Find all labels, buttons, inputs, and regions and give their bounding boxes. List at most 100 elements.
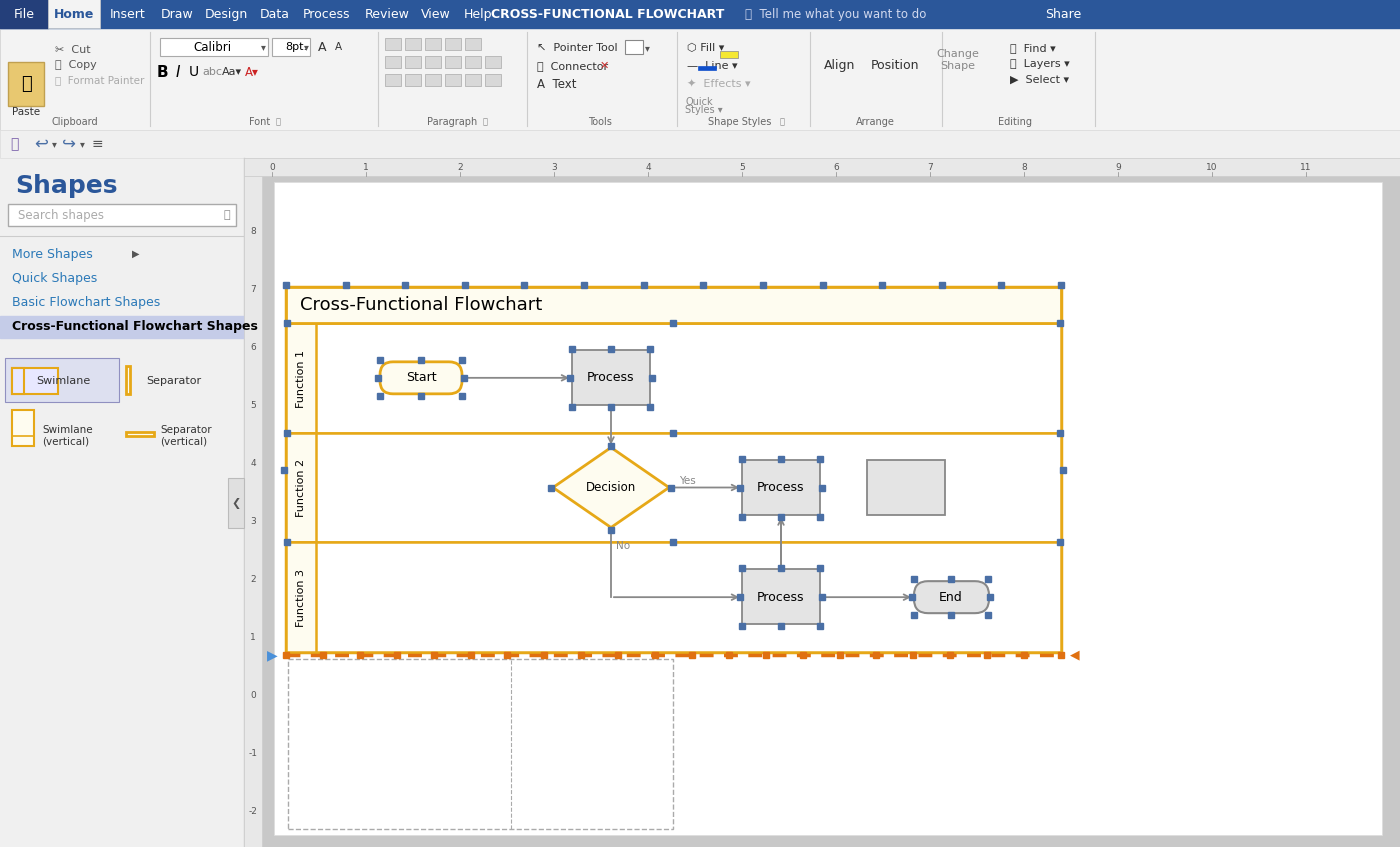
Bar: [286, 433, 1061, 542]
Text: View: View: [421, 8, 451, 20]
Text: 7: 7: [927, 163, 932, 171]
Bar: [272, 38, 309, 56]
Bar: [274, 182, 1382, 835]
Bar: [426, 74, 441, 86]
Bar: [0, 28, 1400, 130]
Bar: [244, 176, 262, 847]
Text: Clipboard: Clipboard: [52, 117, 98, 127]
Text: ⬡ Fill ▾: ⬡ Fill ▾: [687, 43, 724, 53]
Text: 6: 6: [833, 163, 839, 171]
Text: Shape Styles: Shape Styles: [708, 117, 771, 127]
Bar: [13, 368, 57, 394]
Text: Font: Font: [249, 117, 270, 127]
Text: Function 1: Function 1: [295, 350, 307, 407]
Text: Review: Review: [364, 8, 409, 20]
Bar: [286, 287, 1061, 652]
Text: A  Text: A Text: [538, 77, 577, 91]
Text: ✂  Cut: ✂ Cut: [55, 45, 91, 55]
Text: 🗐  Copy: 🗐 Copy: [55, 60, 97, 70]
Text: 4: 4: [645, 163, 651, 171]
Text: 4: 4: [251, 458, 256, 468]
Text: Calibri: Calibri: [193, 41, 231, 53]
Text: Search shapes: Search shapes: [18, 208, 104, 222]
Bar: [286, 542, 1061, 652]
Bar: [385, 74, 400, 86]
Bar: [244, 158, 1400, 176]
Bar: [405, 38, 421, 50]
Text: ⧉: ⧉: [780, 118, 785, 126]
Text: ▾: ▾: [260, 42, 266, 52]
Bar: [0, 130, 1400, 158]
Text: Paste: Paste: [13, 107, 41, 117]
Text: ▾: ▾: [304, 42, 308, 52]
Bar: [228, 478, 244, 528]
Text: Start: Start: [406, 371, 437, 385]
Text: I: I: [176, 64, 181, 80]
Bar: [445, 56, 461, 68]
Bar: [484, 74, 501, 86]
Bar: [0, 316, 244, 338]
Text: ↩: ↩: [34, 135, 48, 153]
Text: 11: 11: [1301, 163, 1312, 171]
Bar: [286, 287, 1061, 323]
Text: ⤢  Connector: ⤢ Connector: [538, 61, 608, 71]
Text: End: End: [939, 590, 963, 604]
Text: 10: 10: [1207, 163, 1218, 171]
Bar: [445, 38, 461, 50]
Text: Share: Share: [1044, 8, 1081, 20]
Text: 3: 3: [552, 163, 557, 171]
Text: Cross-Functional Flowchart: Cross-Functional Flowchart: [300, 296, 542, 314]
Bar: [8, 62, 43, 106]
Text: ❮: ❮: [231, 497, 241, 508]
Bar: [286, 433, 316, 542]
Bar: [742, 460, 820, 514]
Text: 💡  Tell me what you want to do: 💡 Tell me what you want to do: [745, 8, 927, 20]
Text: 7: 7: [251, 285, 256, 294]
Text: Home: Home: [53, 8, 94, 20]
Text: Change
Shape: Change Shape: [937, 49, 980, 71]
Bar: [288, 659, 673, 829]
Text: Data: Data: [260, 8, 290, 20]
Bar: [720, 51, 738, 58]
Text: Quick Shapes: Quick Shapes: [13, 272, 97, 285]
Text: A: A: [318, 41, 326, 53]
Text: Tools: Tools: [588, 117, 612, 127]
Text: ✕: ✕: [601, 61, 609, 71]
Text: abc: abc: [202, 67, 223, 77]
Text: Function 2: Function 2: [295, 459, 307, 518]
FancyBboxPatch shape: [379, 362, 462, 394]
Text: No: No: [616, 540, 630, 551]
Text: 1: 1: [363, 163, 368, 171]
Text: ◀: ◀: [1070, 649, 1079, 662]
Text: ✦  Effects ▾: ✦ Effects ▾: [687, 79, 750, 89]
Text: Paragraph: Paragraph: [427, 117, 477, 127]
Polygon shape: [553, 447, 669, 528]
Text: -2: -2: [249, 806, 258, 816]
Text: Process: Process: [757, 590, 805, 604]
Text: 8: 8: [1021, 163, 1026, 171]
Text: ⧉: ⧉: [483, 118, 489, 126]
Bar: [13, 368, 24, 394]
Bar: [385, 56, 400, 68]
Bar: [867, 460, 945, 514]
Text: ↪: ↪: [62, 135, 76, 153]
Text: Separator
(vertical): Separator (vertical): [160, 425, 211, 447]
Text: 5: 5: [251, 401, 256, 409]
Text: 🖌  Format Painter: 🖌 Format Painter: [55, 75, 144, 85]
Bar: [426, 38, 441, 50]
Bar: [286, 542, 316, 652]
Text: 2: 2: [458, 163, 463, 171]
Bar: [13, 410, 34, 446]
Text: B: B: [157, 64, 168, 80]
Text: File: File: [14, 8, 35, 20]
Text: Basic Flowchart Shapes: Basic Flowchart Shapes: [13, 296, 160, 308]
Bar: [465, 74, 482, 86]
Text: Arrange: Arrange: [855, 117, 895, 127]
Bar: [48, 0, 99, 28]
Text: Function 3: Function 3: [295, 569, 307, 627]
Text: Quick: Quick: [685, 97, 713, 107]
Text: Separator: Separator: [146, 376, 202, 386]
Text: Swimlane: Swimlane: [36, 376, 90, 386]
Text: U: U: [189, 65, 199, 79]
Text: 0: 0: [251, 690, 256, 700]
